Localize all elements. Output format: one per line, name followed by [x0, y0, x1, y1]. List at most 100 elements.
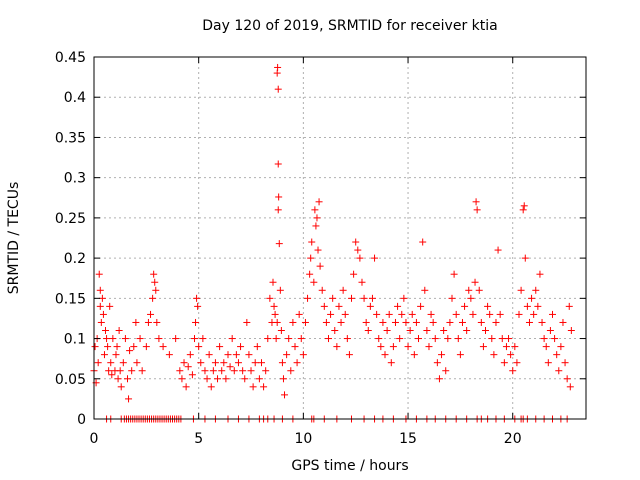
data-point [125, 395, 133, 403]
data-point [410, 351, 418, 359]
data-point [408, 310, 416, 318]
data-point [275, 240, 283, 248]
data-point [348, 294, 356, 302]
data-point [220, 359, 228, 367]
data-point [123, 375, 131, 383]
data-point [523, 302, 531, 310]
data-point [136, 335, 144, 343]
data-point [519, 206, 527, 214]
y-tick-label: 0.45 [55, 50, 86, 66]
data-point [224, 351, 232, 359]
data-point [222, 375, 230, 383]
data-point [469, 310, 477, 318]
data-point [438, 351, 446, 359]
data-point [228, 335, 236, 343]
data-point [335, 302, 343, 310]
data-point [96, 286, 104, 294]
data-point [551, 335, 559, 343]
data-point [494, 246, 502, 254]
data-point [152, 286, 160, 294]
data-point [218, 367, 226, 375]
y-tick-label: 0.1 [64, 332, 86, 348]
data-point [149, 294, 157, 302]
x-tick-label: 5 [194, 431, 203, 447]
data-point [102, 327, 110, 335]
data-point [285, 335, 293, 343]
data-point [239, 367, 247, 375]
data-point [165, 351, 173, 359]
data-point [142, 343, 150, 351]
y-tick-label: 0.3 [64, 171, 86, 187]
data-point [312, 222, 320, 230]
data-point [394, 302, 402, 310]
data-point [293, 359, 301, 367]
data-point [257, 359, 265, 367]
data-point [566, 383, 574, 391]
data-point [559, 318, 567, 326]
data-point [375, 335, 383, 343]
data-point [419, 238, 427, 246]
data-point [205, 351, 213, 359]
data-point [532, 286, 540, 294]
data-point [107, 359, 115, 367]
y-tick-label: 0 [77, 412, 86, 428]
data-point [555, 367, 563, 375]
data-point [507, 351, 515, 359]
data-point [379, 318, 387, 326]
data-point [249, 383, 257, 391]
data-point [472, 198, 480, 206]
axis-ticks: 0 0.05 0.1 0.15 0.2 0.25 0.3 0.35 0.4 0.45 0 5 10 15 2… [55, 50, 586, 447]
data-point [350, 270, 358, 278]
data-point [98, 294, 106, 302]
data-point [329, 294, 337, 302]
data-point [465, 286, 473, 294]
data-point [520, 202, 528, 210]
data-point [269, 278, 277, 286]
x-tick-label: 0 [90, 431, 99, 447]
data-point [322, 318, 330, 326]
data-point [283, 351, 291, 359]
data-point [525, 318, 533, 326]
data-point [373, 310, 381, 318]
data-point [182, 383, 190, 391]
data-point [456, 351, 464, 359]
x-tick-label: 10 [294, 431, 312, 447]
data-point [304, 294, 312, 302]
data-point [271, 310, 279, 318]
data-point [237, 343, 245, 351]
data-point [266, 294, 274, 302]
x-tick-label: 20 [504, 431, 522, 447]
data-point [180, 359, 188, 367]
data-point [549, 310, 557, 318]
data-point [311, 206, 319, 214]
data-point [475, 286, 483, 294]
data-point [95, 270, 103, 278]
data-point [192, 318, 200, 326]
data-point [172, 335, 180, 343]
data-point [114, 375, 122, 383]
data-point [314, 246, 322, 254]
data-point [490, 351, 498, 359]
data-point [442, 367, 450, 375]
grid [94, 57, 586, 419]
data-point [99, 310, 107, 318]
y-tick-label: 0.35 [55, 130, 86, 146]
data-point [502, 343, 510, 351]
data-point [97, 318, 105, 326]
data-point [211, 359, 219, 367]
data-point [318, 286, 326, 294]
data-point [427, 310, 435, 318]
data-point [356, 254, 364, 262]
y-axis-label: SRMTID / TECUs [6, 182, 22, 295]
data-point [381, 351, 389, 359]
data-point [417, 302, 425, 310]
data-point [444, 335, 452, 343]
data-point [458, 318, 466, 326]
data-point [473, 206, 481, 214]
data-point [126, 347, 134, 355]
data-point [117, 383, 125, 391]
data-point [91, 343, 99, 351]
y-tick-label: 0.4 [64, 90, 86, 106]
data-point [193, 294, 201, 302]
data-point [500, 359, 508, 367]
